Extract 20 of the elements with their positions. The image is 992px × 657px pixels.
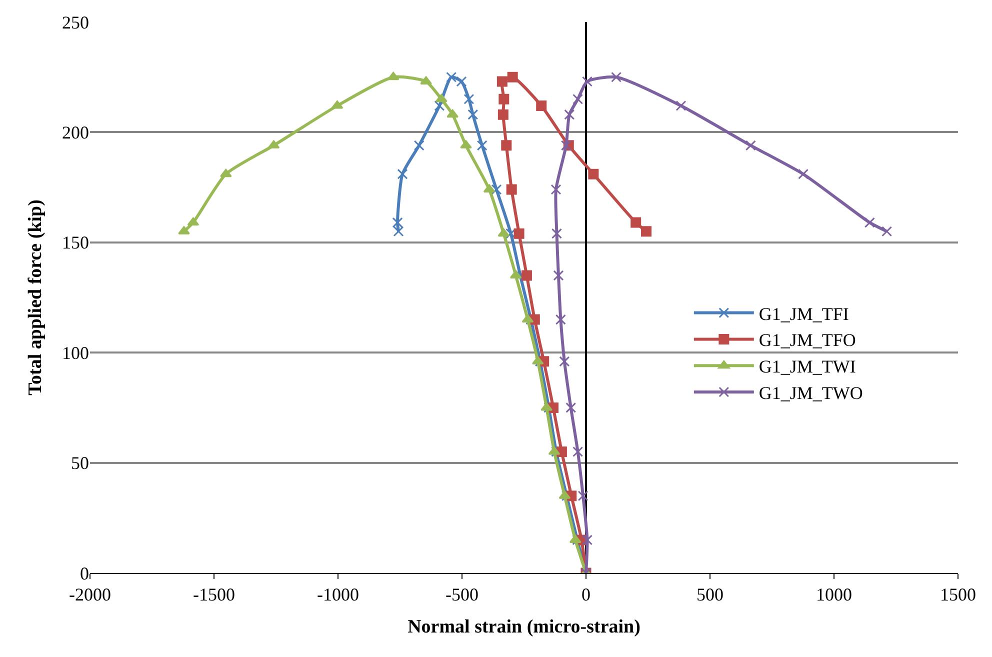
y-tick-label: 100 — [62, 342, 89, 363]
x-tick-label: -1000 — [317, 584, 359, 605]
x-tick-label: -500 — [446, 584, 478, 605]
x-tick-label: 1500 — [940, 584, 976, 605]
legend-label: G1_JM_TFI — [758, 304, 849, 324]
y-tick-label: 250 — [62, 12, 89, 32]
y-tick-label: 0 — [80, 563, 89, 584]
x-tick-label: 500 — [696, 584, 724, 605]
legend-label: G1_JM_TWI — [758, 356, 856, 377]
legend-label: G1_JM_TFO — [758, 330, 856, 350]
legend-label: G1_JM_TWO — [758, 383, 863, 404]
x-tick-label: 0 — [582, 584, 590, 605]
x-tick-label: 1000 — [816, 584, 852, 605]
x-axis-title: Normal strain (micro-strain) — [408, 616, 640, 638]
x-tick-label: -2000 — [69, 584, 111, 605]
y-axis-title: Total applied force (kip) — [24, 200, 46, 396]
y-tick-label: 200 — [62, 122, 89, 142]
y-tick-label: 50 — [71, 453, 89, 474]
x-tick-label: -1500 — [193, 584, 235, 605]
y-tick-label: 150 — [62, 232, 89, 253]
